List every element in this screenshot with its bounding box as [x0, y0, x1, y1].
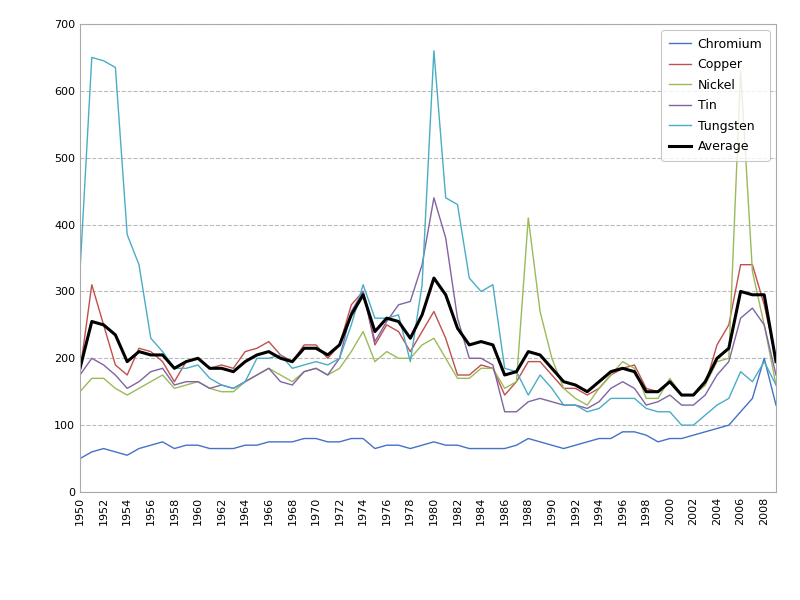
Copper — [311, 341, 321, 349]
Nickel — [276, 371, 286, 379]
Nickel — [252, 371, 262, 379]
Tin — [535, 395, 545, 402]
Copper — [500, 391, 510, 398]
Chromium — [759, 355, 769, 362]
Chromium — [512, 442, 522, 449]
Copper — [252, 344, 262, 352]
Average — [677, 391, 686, 398]
Chromium — [771, 401, 781, 409]
Nickel — [299, 368, 309, 375]
Tin — [75, 371, 85, 379]
Average — [299, 344, 309, 352]
Average — [252, 352, 262, 359]
Average — [429, 274, 438, 281]
Tin — [429, 194, 438, 202]
Copper — [75, 368, 85, 375]
Nickel — [582, 401, 592, 409]
Average — [75, 365, 85, 372]
Copper — [299, 341, 309, 349]
Average — [523, 348, 533, 355]
Copper — [193, 355, 202, 362]
Average — [193, 355, 202, 362]
Average — [311, 344, 321, 352]
Tungsten — [193, 361, 202, 368]
Tungsten — [311, 358, 321, 365]
Tungsten — [252, 355, 262, 362]
Tungsten — [75, 268, 85, 275]
Line: Copper: Copper — [80, 265, 776, 395]
Tin — [771, 371, 781, 379]
Nickel — [512, 378, 522, 385]
Tin — [311, 365, 321, 372]
Tin — [299, 368, 309, 375]
Line: Chromium: Chromium — [80, 358, 776, 458]
Chromium — [193, 442, 202, 449]
Tin — [276, 378, 286, 385]
Nickel — [736, 67, 746, 74]
Copper — [736, 261, 746, 268]
Line: Nickel: Nickel — [80, 71, 776, 405]
Legend: Chromium, Copper, Nickel, Tin, Tungsten, Average: Chromium, Copper, Nickel, Tin, Tungsten,… — [662, 30, 770, 161]
Line: Tungsten: Tungsten — [80, 51, 776, 425]
Copper — [523, 358, 533, 365]
Nickel — [311, 365, 321, 372]
Chromium — [299, 435, 309, 442]
Nickel — [75, 388, 85, 395]
Tungsten — [429, 47, 438, 55]
Average — [771, 358, 781, 365]
Average — [276, 355, 286, 362]
Chromium — [75, 455, 85, 462]
Chromium — [252, 442, 262, 449]
Line: Tin: Tin — [80, 198, 776, 412]
Chromium — [311, 435, 321, 442]
Tin — [193, 378, 202, 385]
Tungsten — [677, 422, 686, 429]
Line: Average: Average — [80, 278, 776, 395]
Nickel — [771, 382, 781, 389]
Tungsten — [276, 352, 286, 359]
Nickel — [193, 378, 202, 385]
Tungsten — [771, 382, 781, 389]
Chromium — [276, 438, 286, 445]
Copper — [771, 355, 781, 362]
Tin — [252, 371, 262, 379]
Tungsten — [523, 391, 533, 398]
Tin — [500, 408, 510, 415]
Copper — [276, 352, 286, 359]
Tungsten — [299, 361, 309, 368]
